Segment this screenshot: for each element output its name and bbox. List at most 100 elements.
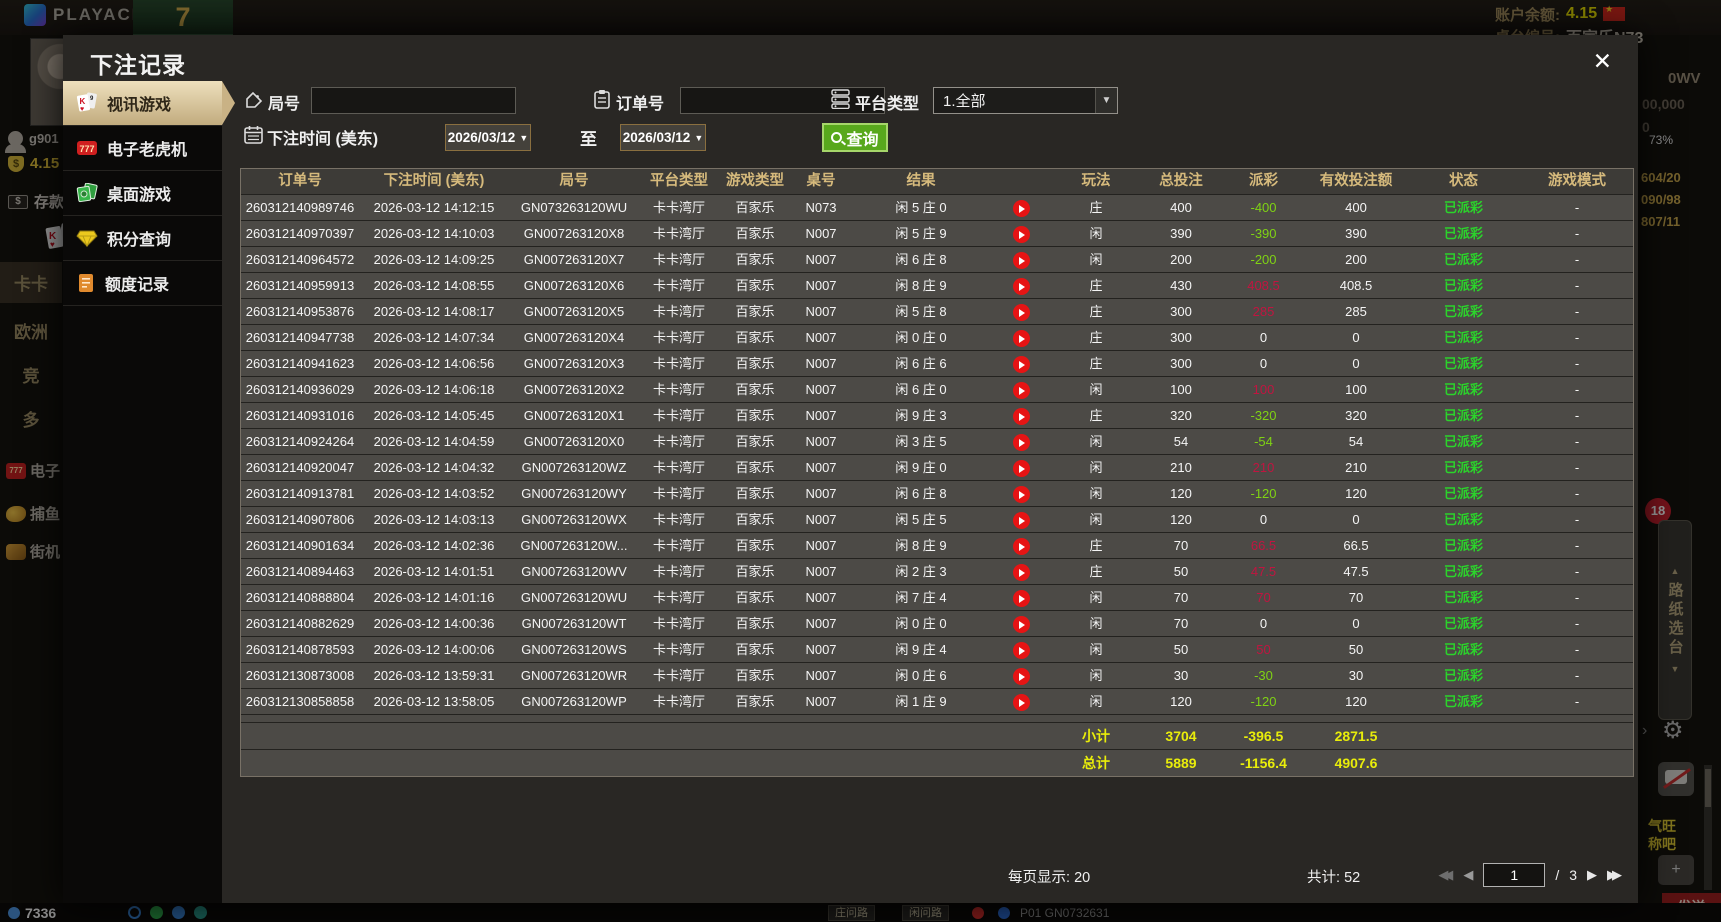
platform-type-select[interactable]: 1.全部 ▼ bbox=[933, 87, 1118, 114]
cell-status: 已派彩 bbox=[1443, 460, 1483, 475]
cell-replay bbox=[991, 403, 1051, 428]
play-video-button[interactable] bbox=[1012, 356, 1030, 374]
first-page-icon[interactable]: ◀◀ bbox=[1438, 867, 1453, 882]
play-video-button[interactable] bbox=[1012, 460, 1030, 478]
last-page-icon[interactable]: ▶▶ bbox=[1607, 867, 1622, 882]
chat-scrollbar[interactable] bbox=[1704, 765, 1712, 890]
play-video-button[interactable] bbox=[1012, 330, 1030, 348]
tab-points-query[interactable]: 积分查询 bbox=[63, 216, 222, 261]
cell-payout: 100 bbox=[1252, 382, 1275, 397]
cell-total-bet: 120 bbox=[1170, 694, 1192, 709]
cell-platform: 卡卡湾厅 bbox=[652, 226, 705, 241]
play-video-button[interactable] bbox=[1012, 278, 1030, 296]
category-europe[interactable]: 欧洲 bbox=[14, 323, 48, 342]
cell-result: 闲 5 庄 0 bbox=[895, 200, 947, 215]
play-video-button[interactable] bbox=[1012, 642, 1030, 660]
cell-platform: 卡卡湾厅 bbox=[652, 200, 705, 215]
svg-text:777: 777 bbox=[80, 144, 95, 154]
document-icon bbox=[79, 274, 93, 292]
play-video-button[interactable] bbox=[1012, 408, 1030, 426]
expand-icon[interactable]: + bbox=[1658, 855, 1694, 885]
cell-platform: 卡卡湾厅 bbox=[652, 382, 705, 397]
order-no-input[interactable] bbox=[680, 87, 885, 114]
players-icon bbox=[8, 906, 20, 919]
cell-replay bbox=[991, 325, 1051, 350]
cell-platform: 卡卡湾厅 bbox=[652, 434, 705, 449]
play-video-button[interactable] bbox=[1012, 200, 1030, 218]
cell-bet-time: 2026-03-12 14:00:36 bbox=[373, 616, 495, 631]
play-video-button[interactable] bbox=[1012, 304, 1030, 322]
cell-payout: 0 bbox=[1259, 512, 1268, 527]
cell-status: 已派彩 bbox=[1443, 486, 1483, 501]
play-video-button[interactable] bbox=[1012, 616, 1030, 634]
cell-order-no: 260312140989746 bbox=[245, 200, 355, 215]
play-video-button[interactable] bbox=[1012, 538, 1030, 556]
play-video-button[interactable] bbox=[1012, 382, 1030, 400]
cell-order-no: 260312140901634 bbox=[245, 538, 355, 553]
cell-game-mode: - bbox=[1574, 382, 1580, 397]
cell-game-mode: - bbox=[1574, 564, 1580, 579]
table-row: 260312140878593 2026-03-12 14:00:06 GN00… bbox=[241, 636, 1633, 662]
cell-total-bet: 50 bbox=[1173, 564, 1189, 579]
diamond-icon bbox=[76, 230, 98, 247]
chevron-right-icon[interactable]: › bbox=[1642, 722, 1648, 739]
play-video-button[interactable] bbox=[1012, 694, 1030, 712]
cell-table-no: N007 bbox=[805, 564, 837, 579]
tab-slots[interactable]: 777 电子老虎机 bbox=[63, 126, 222, 171]
play-video-button[interactable] bbox=[1012, 486, 1030, 504]
cell-bet-time: 2026-03-12 14:09:25 bbox=[373, 252, 495, 267]
page-total: 3 bbox=[1569, 867, 1577, 883]
tab-table-games[interactable]: 桌面游戏 bbox=[63, 171, 222, 216]
page-number-input[interactable] bbox=[1483, 863, 1546, 887]
category-jing[interactable]: 竞 bbox=[22, 367, 40, 386]
cell-game-type: 百家乐 bbox=[735, 252, 775, 267]
close-icon[interactable]: ✕ bbox=[1592, 48, 1612, 74]
svg-text:K: K bbox=[80, 97, 86, 106]
play-video-button[interactable] bbox=[1012, 590, 1030, 608]
cell-game-type: 百家乐 bbox=[735, 382, 775, 397]
cell-result: 闲 6 庄 8 bbox=[895, 486, 947, 501]
grand-total-label: 总计 bbox=[1082, 755, 1110, 771]
cell-bet-time: 2026-03-12 14:10:03 bbox=[373, 226, 495, 241]
category-fishing[interactable]: 捕鱼 bbox=[6, 503, 60, 524]
category-slots[interactable]: 777 电子 bbox=[6, 460, 60, 481]
tab-live-games[interactable]: 9 K ♥ 视讯游戏 bbox=[63, 81, 235, 126]
play-video-button[interactable] bbox=[1012, 668, 1030, 686]
cell-game-type: 百家乐 bbox=[735, 668, 775, 683]
play-video-button[interactable] bbox=[1012, 434, 1030, 452]
prev-page-icon[interactable]: ◀ bbox=[1463, 867, 1473, 882]
gear-icon[interactable]: ⚙ bbox=[1662, 717, 1684, 744]
ask-banker-button[interactable]: 庄问路 bbox=[828, 905, 875, 921]
category-duo[interactable]: 多 bbox=[22, 411, 40, 430]
svg-text:K: K bbox=[49, 231, 57, 242]
cell-payout: 50 bbox=[1256, 642, 1271, 657]
table-header-row: 订单号 下注时间 (美东) 局号 平台类型 游戏类型 桌号 结果 玩法 总投注 … bbox=[241, 169, 1633, 194]
date-to-picker[interactable]: 2026/03/12 ▼ bbox=[620, 124, 706, 151]
date-from-picker[interactable]: 2026/03/12 ▼ bbox=[445, 124, 531, 151]
cell-game-mode: - bbox=[1574, 486, 1580, 501]
cell-game-mode: - bbox=[1574, 694, 1580, 709]
category-arcade[interactable]: 街机 bbox=[6, 541, 60, 562]
round-no-input[interactable] bbox=[311, 87, 516, 114]
cell-order-no: 260312140941623 bbox=[245, 356, 355, 371]
cell-result: 闲 5 庄 9 bbox=[895, 226, 947, 241]
tab-quota-record[interactable]: 额度记录 bbox=[63, 261, 222, 306]
chat-disabled-icon[interactable] bbox=[1658, 762, 1694, 796]
col-game-type: 游戏类型 bbox=[726, 173, 784, 189]
play-video-button[interactable] bbox=[1012, 564, 1030, 582]
dropdown-arrow-icon: ▼ bbox=[1095, 88, 1117, 113]
search-button[interactable]: 查询 bbox=[822, 123, 888, 152]
next-page-icon[interactable]: ▶ bbox=[1587, 867, 1597, 882]
play-video-button[interactable] bbox=[1012, 226, 1030, 244]
ask-player-button[interactable]: 闲问路 bbox=[902, 905, 949, 921]
roadmap-table-select-tab[interactable]: ▲ 路纸选台 ▼ bbox=[1658, 520, 1692, 720]
play-video-button[interactable] bbox=[1012, 512, 1030, 530]
cell-round-no: GN007263120X4 bbox=[523, 330, 625, 345]
deposit-button[interactable]: $ 存款 bbox=[0, 191, 64, 212]
cell-game-type: 百家乐 bbox=[735, 460, 775, 475]
category-kaka[interactable]: 卡卡 bbox=[0, 262, 62, 303]
play-icon bbox=[1019, 204, 1025, 213]
play-video-button[interactable] bbox=[1012, 252, 1030, 270]
play-icon bbox=[1019, 360, 1025, 369]
modal-title: 下注记录 bbox=[90, 52, 186, 78]
